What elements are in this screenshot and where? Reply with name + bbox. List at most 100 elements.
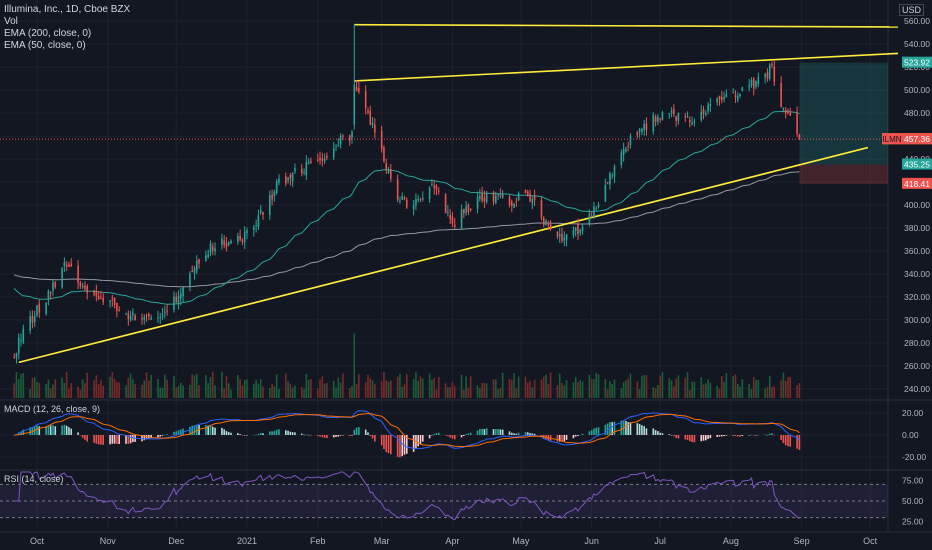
macd-hist-bar	[109, 435, 111, 445]
macd-hist-bar	[636, 423, 639, 435]
legend-symbol[interactable]: Illumina, Inc., 1D, Cboe BZX	[4, 4, 131, 15]
candle-body	[451, 216, 454, 224]
macd-hist-bar	[337, 435, 340, 437]
volume-bar	[497, 389, 499, 398]
volume-bar	[303, 389, 305, 398]
volume-bar	[574, 376, 577, 398]
candle-body	[513, 203, 515, 208]
candle-body	[707, 104, 709, 112]
macd-hist-bar	[773, 435, 776, 436]
ema200-line	[14, 171, 800, 288]
macd-hist-bar	[508, 431, 511, 435]
candle-body	[241, 239, 244, 242]
volume-bar	[227, 383, 230, 398]
volume-bar	[97, 383, 100, 398]
candle-body	[723, 96, 725, 100]
candle-body	[47, 290, 50, 300]
macd-hist-bar	[593, 428, 595, 435]
macd-hist-bar	[590, 430, 593, 435]
candle-body	[720, 97, 723, 101]
candle-body	[563, 237, 566, 241]
macd-hist-bar	[702, 435, 705, 441]
macd-hist-bar	[49, 425, 52, 435]
macd-hist-bar	[47, 425, 50, 435]
volume-bar	[49, 388, 52, 398]
macd-hist-bar	[654, 430, 657, 435]
macd-hist-bar	[718, 435, 721, 437]
long-position-box[interactable]	[799, 62, 888, 184]
rsi-label[interactable]: RSI (14, close)	[4, 474, 64, 484]
price-tag-value: 523.92	[904, 58, 930, 68]
volume-bar	[305, 373, 308, 398]
macd-hist-bar	[579, 434, 582, 436]
macd-hist-bar	[784, 435, 787, 446]
volume-bar	[428, 373, 431, 398]
volume-bar	[565, 380, 568, 398]
volume-bar	[419, 376, 422, 398]
macd-hist-bar	[335, 435, 337, 437]
volume-bar	[449, 387, 451, 398]
macd-hist-bar	[275, 429, 278, 435]
candle-body	[20, 340, 22, 342]
currency-label[interactable]: USD	[898, 4, 924, 16]
volume-bar	[782, 372, 785, 398]
macd-hist-bar	[305, 434, 308, 436]
macd-hist-bar	[143, 435, 146, 441]
candle-body	[629, 135, 632, 145]
macd-hist-bar	[627, 422, 629, 435]
candle-body	[449, 214, 451, 220]
candle-body	[332, 148, 335, 158]
price-tick-label: 560.00	[904, 16, 930, 26]
macd-hist-bar	[70, 428, 73, 435]
volume-bar	[100, 379, 102, 398]
macd-hist-bar	[625, 420, 627, 435]
macd-hist-bar	[227, 431, 230, 435]
macd-hist-bar	[668, 434, 671, 435]
axes: 560.00540.00520.00500.00480.00460.00440.…	[30, 16, 932, 546]
candle-body	[702, 108, 705, 114]
trendlines[interactable]	[18, 23, 899, 364]
macd-hist-bar	[271, 431, 273, 435]
legend-ema50[interactable]: EMA (50, close, 0)	[4, 40, 86, 51]
candle-body	[625, 148, 627, 152]
macd-hist-bar	[54, 426, 57, 435]
macd-hist-bar	[540, 435, 543, 437]
volume-bar	[257, 383, 260, 398]
time-tick-label: Dec	[168, 536, 185, 546]
macd-hist-bar	[95, 435, 98, 444]
macd-hist-bar	[752, 435, 755, 436]
macd-hist-bar	[125, 435, 127, 444]
volume-bar	[180, 382, 182, 398]
volume-bar	[237, 374, 239, 398]
volume-bar	[70, 383, 73, 398]
volume-bar	[561, 382, 563, 398]
price-tick-label: 260.00	[904, 361, 930, 371]
volume-bar	[709, 382, 712, 398]
macd-hist-bar	[278, 429, 280, 435]
legend-ema200[interactable]: EMA (200, close, 0)	[4, 28, 92, 39]
macd-hist-bar	[148, 435, 150, 439]
candle-body	[437, 191, 440, 193]
macd-hist-bar	[643, 426, 645, 435]
macd-hist-bar	[757, 434, 760, 436]
macd-hist-bar	[677, 435, 680, 439]
volume-bar	[668, 378, 671, 398]
candle-body	[369, 110, 372, 125]
macd-hist-bar	[164, 434, 166, 436]
volume-bar	[483, 382, 486, 398]
macd-label[interactable]: MACD (12, 26, close, 9)	[4, 404, 101, 414]
legend-vol[interactable]: Vol	[4, 16, 18, 27]
macd-hist-bar	[588, 431, 591, 435]
macd-hist-bar	[269, 431, 271, 435]
candle-body	[205, 255, 207, 262]
candle-body	[718, 95, 721, 100]
trendline	[18, 146, 869, 364]
volume-bar	[581, 381, 584, 398]
candle-body	[622, 149, 625, 155]
candle-body	[193, 268, 196, 274]
candle-body	[638, 129, 641, 132]
candle-body	[52, 282, 54, 291]
macd-hist-bar	[294, 432, 296, 435]
volume-bar	[337, 377, 340, 398]
